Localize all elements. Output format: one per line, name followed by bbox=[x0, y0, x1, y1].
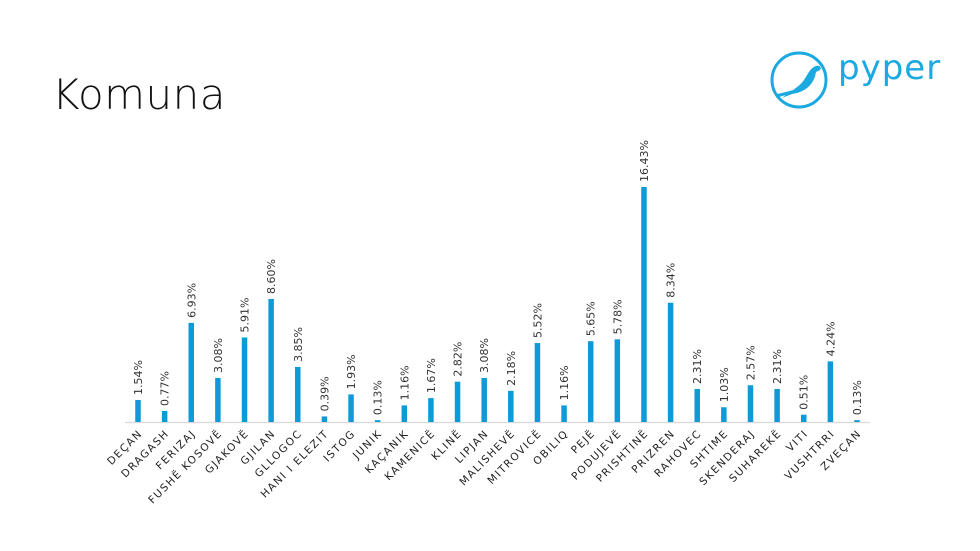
data-label: 1.93% bbox=[345, 354, 358, 389]
page-title: Komuna bbox=[52, 70, 227, 119]
data-label: 5.65% bbox=[585, 301, 598, 336]
bar bbox=[854, 420, 860, 422]
data-label: 2.82% bbox=[452, 342, 465, 377]
data-label: 5.91% bbox=[239, 298, 252, 333]
bar bbox=[401, 405, 408, 422]
data-label: 2.31% bbox=[771, 349, 784, 384]
data-label: 5.78% bbox=[611, 299, 624, 334]
bar bbox=[161, 410, 168, 422]
bar bbox=[774, 388, 780, 422]
data-label: 0.39% bbox=[318, 376, 331, 411]
data-label: 6.93% bbox=[185, 283, 198, 318]
pyper-logo bbox=[770, 51, 828, 109]
data-label: 8.60% bbox=[265, 259, 278, 294]
bar bbox=[561, 405, 567, 422]
bar bbox=[641, 187, 647, 422]
bar bbox=[481, 377, 487, 422]
data-label: 0.13% bbox=[372, 380, 385, 415]
bar bbox=[188, 322, 195, 422]
data-label: 2.31% bbox=[691, 349, 704, 384]
data-label: 1.03% bbox=[718, 367, 731, 402]
bar bbox=[534, 343, 541, 422]
data-label: 3.08% bbox=[478, 338, 491, 373]
bar bbox=[241, 337, 248, 422]
bar bbox=[587, 341, 594, 422]
data-label: 4.24% bbox=[824, 321, 837, 356]
bar bbox=[374, 420, 381, 422]
data-label: 1.54% bbox=[132, 360, 145, 395]
bar bbox=[321, 416, 328, 422]
data-label: 1.67% bbox=[425, 358, 438, 393]
bar bbox=[694, 388, 700, 422]
data-label: 16.43% bbox=[638, 140, 651, 182]
bar bbox=[295, 366, 301, 422]
bar bbox=[800, 414, 807, 422]
bar bbox=[215, 377, 221, 422]
data-label: 3.08% bbox=[212, 338, 225, 373]
data-label: 0.51% bbox=[798, 375, 811, 410]
data-label: 1.16% bbox=[398, 365, 411, 400]
data-label: 1.16% bbox=[558, 365, 571, 400]
data-label: 2.57% bbox=[744, 345, 757, 380]
bar bbox=[614, 339, 621, 422]
bar bbox=[268, 298, 274, 422]
bar bbox=[454, 381, 461, 422]
bar bbox=[428, 398, 434, 422]
data-label: 3.85% bbox=[292, 327, 305, 362]
bar bbox=[508, 390, 514, 422]
data-label: 8.34% bbox=[665, 263, 678, 298]
bird-icon bbox=[770, 51, 828, 109]
data-label: 0.77% bbox=[159, 371, 172, 406]
bar bbox=[747, 385, 754, 422]
data-label: 5.52% bbox=[531, 303, 544, 338]
data-label: 2.18% bbox=[505, 351, 518, 386]
bar bbox=[135, 399, 141, 422]
data-label: 0.13% bbox=[851, 380, 864, 415]
logo-text: pyper bbox=[838, 48, 942, 88]
bar bbox=[721, 407, 727, 422]
bar bbox=[667, 302, 674, 422]
bar bbox=[827, 361, 834, 422]
bar bbox=[348, 394, 354, 422]
